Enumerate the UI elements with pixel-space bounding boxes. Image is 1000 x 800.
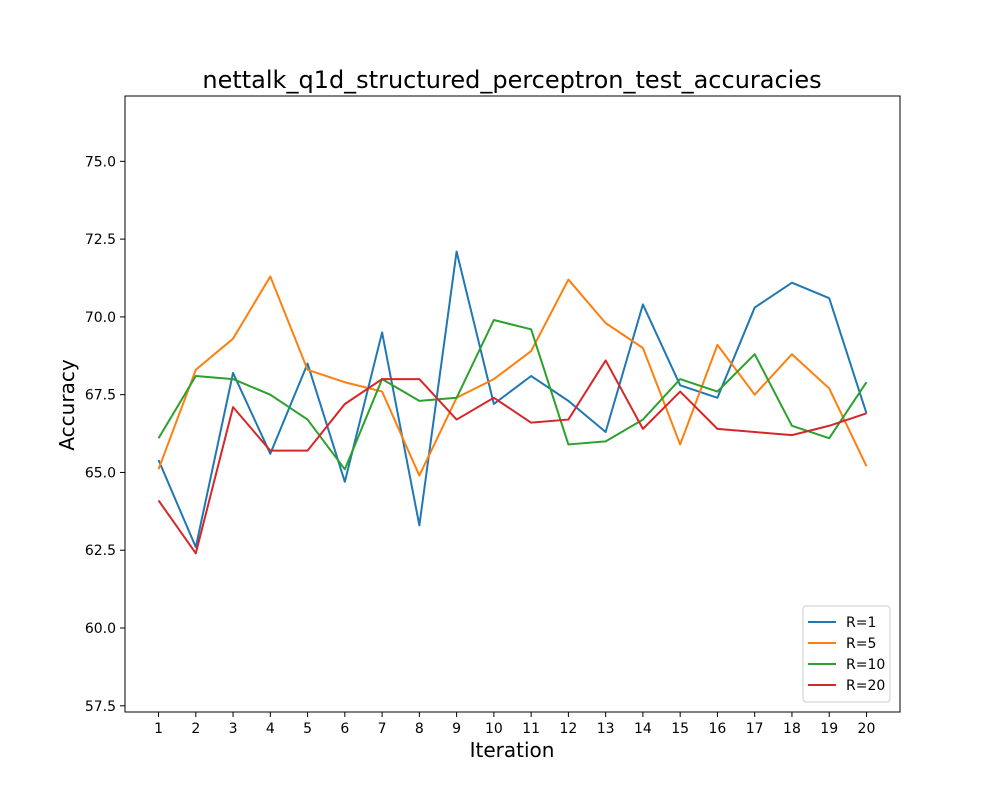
x-tick-label: 16 (709, 721, 727, 737)
x-axis-label: Iteration (470, 738, 555, 762)
x-tick-label: 6 (340, 721, 349, 737)
x-tick-label: 4 (266, 721, 275, 737)
x-tick-label: 15 (671, 721, 689, 737)
x-tick-label: 7 (378, 721, 387, 737)
x-tick-label: 1 (154, 721, 163, 737)
y-tick-label: 67.5 (85, 388, 116, 404)
y-tick-label: 75.0 (85, 154, 116, 170)
x-tick-label: 2 (191, 721, 200, 737)
series-line-r-10 (157, 319, 868, 471)
plot-frame (124, 95, 901, 713)
y-tick-label: 60.0 (85, 621, 116, 637)
series-line-r-1 (157, 250, 868, 549)
x-axis-ticks: 1 2 3 4 5 6 7 8 9 10 11 12 13 14 15 16 17 18 19 20 (154, 712, 875, 737)
y-tick-label: 72.5 (85, 232, 116, 248)
x-tick-label: 8 (415, 721, 424, 737)
legend-label: R=10 (846, 657, 885, 673)
y-axis-label: Accuracy (55, 359, 79, 450)
y-axis-ticks: 57.5 60.0 62.5 65.0 67.5 70.0 72.5 75.0 (85, 154, 125, 715)
x-tick-label: 12 (559, 721, 577, 737)
x-tick-label: 5 (303, 721, 312, 737)
x-tick-label: 11 (522, 721, 540, 737)
legend-label: R=5 (846, 636, 876, 652)
series-line-r-5 (157, 275, 868, 477)
x-tick-label: 14 (634, 721, 652, 737)
y-tick-label: 70.0 (85, 310, 116, 326)
x-tick-label: 19 (820, 721, 838, 737)
x-tick-label: 13 (597, 721, 615, 737)
y-tick-label: 65.0 (85, 465, 116, 481)
x-tick-label: 17 (746, 721, 764, 737)
legend-box (802, 605, 891, 703)
x-tick-label: 20 (858, 721, 876, 737)
legend: R=1 R=5 R=10 R=20 (802, 605, 891, 703)
legend-label: R=1 (846, 615, 876, 631)
chart-title: nettalk_q1d_structured_perceptron_test_a… (202, 66, 821, 94)
legend-label: R=20 (846, 678, 885, 694)
x-tick-label: 9 (452, 721, 461, 737)
y-tick-label: 57.5 (85, 699, 116, 715)
y-tick-label: 62.5 (85, 543, 116, 559)
x-tick-label: 3 (229, 721, 238, 737)
series-lines (157, 250, 868, 555)
series-line-r-20 (157, 359, 867, 555)
x-tick-label: 10 (485, 721, 503, 737)
x-tick-label: 18 (783, 721, 801, 737)
